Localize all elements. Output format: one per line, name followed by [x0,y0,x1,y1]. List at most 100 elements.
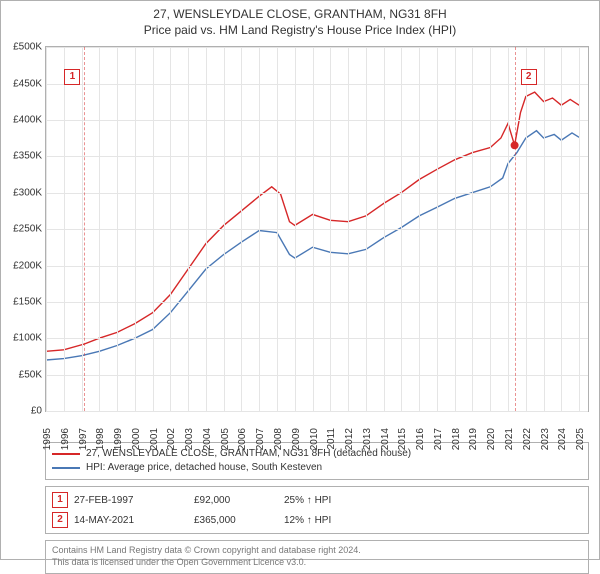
gridline-x [579,47,580,411]
gridline-x [508,47,509,411]
gridline-x [64,47,65,411]
x-axis-label: 1998 [95,428,106,450]
plot-box: £0£50K£100K£150K£200K£250K£300K£350K£400… [45,46,589,412]
y-axis-label: £50K [2,369,42,380]
gridline-x [384,47,385,411]
x-axis-label: 2013 [362,428,373,450]
gridline-x [544,47,545,411]
footer-line: Contains HM Land Registry data © Crown c… [52,545,582,557]
gridline-x [82,47,83,411]
gridline-y [46,266,588,267]
y-axis-label: £500K [2,42,42,53]
sale-delta: 12% ↑ HPI [284,515,582,526]
gridline-y [46,47,588,48]
x-axis-label: 2006 [237,428,248,450]
gridline-y [46,193,588,194]
gridline-x [46,47,47,411]
gridline-x [224,47,225,411]
gridline-x [472,47,473,411]
title-block: 27, WENSLEYDALE CLOSE, GRANTHAM, NG31 8F… [1,1,599,42]
gridline-y [46,229,588,230]
gridline-x [455,47,456,411]
gridline-x [348,47,349,411]
x-axis-label: 2025 [575,428,586,450]
chart-container: 27, WENSLEYDALE CLOSE, GRANTHAM, NG31 8F… [0,0,600,560]
gridline-x [313,47,314,411]
gridline-y [46,156,588,157]
gridline-x [526,47,527,411]
gridline-x [153,47,154,411]
gridline-x [561,47,562,411]
y-axis-label: £150K [2,296,42,307]
sale-num-box: 1 [52,492,68,508]
gridline-x [135,47,136,411]
x-axis-label: 2008 [273,428,284,450]
gridline-x [170,47,171,411]
x-axis-label: 2005 [220,428,231,450]
gridline-y [46,120,588,121]
x-axis-label: 2020 [486,428,497,450]
y-axis-label: £0 [2,406,42,417]
x-axis-label: 2018 [451,428,462,450]
x-axis-label: 1995 [42,428,53,450]
footer-attribution: Contains HM Land Registry data © Crown c… [45,540,589,573]
x-axis-label: 1999 [113,428,124,450]
x-axis-label: 2009 [291,428,302,450]
x-axis-label: 1996 [60,428,71,450]
gridline-y [46,338,588,339]
gridline-y [46,84,588,85]
gridline-x [277,47,278,411]
event-marker-box: 2 [521,69,537,85]
gridline-x [330,47,331,411]
event-marker-line [84,47,85,411]
sale-date: 14-MAY-2021 [74,515,194,526]
gridline-y [46,302,588,303]
y-axis-label: £300K [2,187,42,198]
y-axis-label: £100K [2,333,42,344]
x-axis-label: 2004 [202,428,213,450]
chart-title: 27, WENSLEYDALE CLOSE, GRANTHAM, NG31 8F… [1,7,599,23]
x-axis-label: 2007 [255,428,266,450]
y-axis-label: £350K [2,151,42,162]
x-axis-label: 2019 [468,428,479,450]
gridline-x [188,47,189,411]
gridline-x [259,47,260,411]
sale-num-box: 2 [52,512,68,528]
legend-swatch [52,453,80,455]
x-axis-label: 2022 [522,428,533,450]
x-axis-label: 2003 [184,428,195,450]
event-marker-line [515,47,516,411]
sale-price: £365,000 [194,515,284,526]
event-marker-box: 1 [64,69,80,85]
x-axis-label: 2015 [397,428,408,450]
legend-label: HPI: Average price, detached house, Sout… [86,461,322,475]
x-axis-label: 2012 [344,428,355,450]
y-axis-label: £200K [2,260,42,271]
gridline-x [490,47,491,411]
x-axis-label: 2017 [433,428,444,450]
gridline-x [437,47,438,411]
legend-swatch [52,467,80,469]
gridline-x [241,47,242,411]
x-axis-label: 2010 [309,428,320,450]
gridline-y [46,411,588,412]
x-axis-label: 2002 [166,428,177,450]
y-axis-label: £400K [2,114,42,125]
y-axis-label: £450K [2,78,42,89]
x-axis-label: 2023 [540,428,551,450]
x-axis-label: 2011 [326,428,337,450]
gridline-x [366,47,367,411]
x-axis-label: 2001 [149,428,160,450]
sale-price: £92,000 [194,495,284,506]
x-axis-label: 2000 [131,428,142,450]
legend-item: HPI: Average price, detached house, Sout… [52,461,582,475]
x-axis-label: 2016 [415,428,426,450]
gridline-x [401,47,402,411]
x-axis-label: 2024 [557,428,568,450]
sale-date: 27-FEB-1997 [74,495,194,506]
x-axis-label: 1997 [78,428,89,450]
chart-subtitle: Price paid vs. HM Land Registry's House … [1,23,599,39]
footer-line: This data is licensed under the Open Gov… [52,557,582,569]
sales-table: 127-FEB-1997£92,00025% ↑ HPI214-MAY-2021… [45,486,589,534]
gridline-x [295,47,296,411]
